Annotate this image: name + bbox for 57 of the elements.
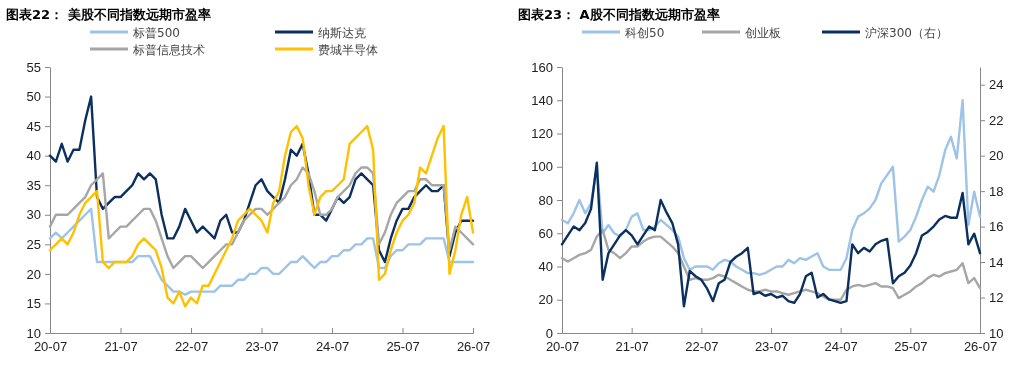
y-tick-label: 45 xyxy=(26,118,41,134)
chart-title: 图表23： A股不同指数远期市盈率 xyxy=(518,7,720,22)
y-tick-label: 50 xyxy=(26,89,41,105)
y2-tick-label: 22 xyxy=(989,112,1004,128)
y2-tick-label: 14 xyxy=(989,254,1004,270)
line-series xyxy=(48,124,475,308)
y2-tick-label: 16 xyxy=(989,219,1004,235)
x-tick-label: 23-07 xyxy=(754,339,789,355)
y-tick-label: 55 xyxy=(26,59,41,75)
y-tick-label: 25 xyxy=(26,236,41,252)
x-tick-label: 25-07 xyxy=(894,339,928,355)
chart-title: 图表22： 美股不同指数远期市盈率 xyxy=(6,7,211,22)
y-tick-label: 140 xyxy=(531,92,553,108)
x-tick-label: 22-07 xyxy=(685,339,719,355)
x-tick-label: 25-07 xyxy=(386,339,420,355)
y2-tick-label: 10 xyxy=(989,325,1004,341)
legend-label: 费城半导体 xyxy=(318,42,378,57)
line-series xyxy=(560,99,982,277)
y-tick-label: 80 xyxy=(538,192,553,208)
line-series xyxy=(48,166,475,270)
legend-label: 科创50 xyxy=(625,25,665,40)
x-tick-label: 21-07 xyxy=(615,339,649,355)
legend-label: 纳斯达克 xyxy=(318,25,366,40)
x-tick-label: 24-07 xyxy=(315,339,350,355)
legend-label: 创业板 xyxy=(745,25,781,40)
x-tick-label: 23-07 xyxy=(245,339,279,355)
y-tick-label: 20 xyxy=(26,266,41,282)
y-tick-label: 15 xyxy=(26,296,41,312)
x-tick-label: 22-07 xyxy=(174,339,209,355)
line-series xyxy=(48,207,475,296)
line-series xyxy=(560,161,982,308)
line-series xyxy=(48,95,475,264)
y-tick-label: 35 xyxy=(26,177,41,193)
y-tick-label: 60 xyxy=(538,225,553,241)
legend-label: 沪深300（右） xyxy=(865,25,948,40)
y-tick-label: 10 xyxy=(26,325,41,341)
y2-tick-label: 18 xyxy=(989,183,1004,199)
y-tick-label: 0 xyxy=(545,325,553,341)
x-tick-label: 26-07 xyxy=(963,339,998,355)
x-tick-label: 24-07 xyxy=(824,339,858,355)
x-tick-label: 26-07 xyxy=(456,339,491,355)
x-tick-label: 21-07 xyxy=(104,339,138,355)
legend-label: 标普500 xyxy=(132,25,180,40)
legend-label: 标普信息技术 xyxy=(132,42,205,57)
y-tick-label: 20 xyxy=(538,292,553,308)
y2-tick-label: 20 xyxy=(989,148,1004,164)
y-tick-label: 40 xyxy=(26,148,41,164)
y-tick-label: 40 xyxy=(538,259,553,275)
y2-tick-label: 24 xyxy=(989,77,1004,93)
y-tick-label: 30 xyxy=(26,207,41,223)
x-tick-label: 20-07 xyxy=(33,339,68,355)
y-tick-label: 120 xyxy=(531,126,553,142)
y-tick-label: 160 xyxy=(531,59,553,75)
line-series xyxy=(560,228,982,301)
y2-tick-label: 12 xyxy=(989,290,1004,306)
y-tick-label: 100 xyxy=(531,159,553,175)
x-tick-label: 20-07 xyxy=(545,339,580,355)
